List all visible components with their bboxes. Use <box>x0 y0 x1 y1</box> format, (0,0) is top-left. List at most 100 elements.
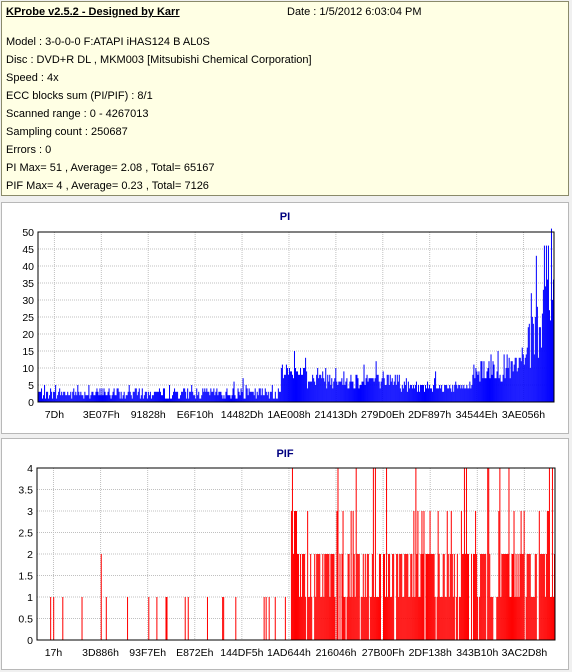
pi-bar <box>146 398 148 402</box>
pif-bar <box>318 554 320 640</box>
pi-bar <box>205 391 207 402</box>
pif-bar <box>369 597 371 640</box>
pi-bar <box>61 391 63 402</box>
pi-bar <box>218 391 220 402</box>
pi-bar <box>152 395 154 402</box>
pif-bar <box>316 554 318 640</box>
pif-bar <box>511 554 513 640</box>
pif-bar <box>363 597 365 640</box>
pif-bar <box>388 554 390 640</box>
pi-bar <box>477 374 479 402</box>
pi-bar <box>444 385 446 402</box>
pi-bar <box>193 395 195 402</box>
sampling-line: Sampling count : 250687 <box>6 126 128 138</box>
pi-bar <box>151 395 153 402</box>
pi-chart-panel: PI 0 5 10 15 20 25 30 35 40 45 50 7Dh 3E07Fh 91828h E6… <box>1 202 569 434</box>
pi-bar <box>250 391 252 402</box>
range-line: Scanned range : 0 - 4267013 <box>6 108 149 120</box>
pi-bar <box>163 388 165 402</box>
pi-bar <box>347 388 349 402</box>
pif-bar <box>540 554 542 640</box>
pi-bar <box>306 371 308 402</box>
pi-bar <box>74 395 76 402</box>
pif-bar <box>545 554 547 640</box>
pi-bar <box>379 388 381 402</box>
pif-bar <box>492 597 494 640</box>
pi-bar <box>80 391 82 402</box>
pi-bar <box>354 388 356 402</box>
pi-bar <box>547 245 549 402</box>
pi-ytick-label: 45 <box>22 244 34 256</box>
pif-bar <box>401 554 403 640</box>
pi-bar <box>311 381 313 402</box>
pi-bar <box>51 391 53 402</box>
pi-bar <box>539 327 541 402</box>
pi-bar <box>187 388 189 402</box>
pif-bar <box>523 511 525 640</box>
pi-bar <box>63 391 65 402</box>
pi-bar <box>350 374 352 402</box>
pi-bar <box>167 398 169 402</box>
pi-bar <box>451 391 453 402</box>
pif-bar <box>412 597 414 640</box>
pi-bar <box>402 388 404 402</box>
pif-bar <box>330 554 332 640</box>
pi-bar <box>327 374 329 402</box>
pi-bar <box>470 388 472 402</box>
pi-ytick-label: 30 <box>22 295 34 307</box>
pi-bar <box>215 391 217 402</box>
pi-bar <box>422 385 424 402</box>
pi-bar <box>458 385 460 402</box>
pi-bar <box>302 374 304 402</box>
pi-bar <box>124 398 126 402</box>
pif-bar <box>411 554 413 640</box>
pi-bar <box>131 398 133 402</box>
pi-bar <box>210 388 212 402</box>
pif-bar <box>417 511 419 640</box>
pi-bar <box>237 388 239 402</box>
pi-bar <box>235 398 237 402</box>
pi-bar <box>433 385 435 402</box>
pi-xtick-label: 3E07Fh <box>83 409 120 421</box>
pi-bar <box>474 378 476 402</box>
pi-bar <box>382 371 384 402</box>
pi-bar <box>541 313 543 402</box>
pif-bar <box>547 511 549 640</box>
pi-bar <box>282 378 284 402</box>
pif-bar <box>440 597 442 640</box>
pi-bar <box>172 395 174 402</box>
pi-bar <box>49 395 51 402</box>
pi-bar <box>280 368 282 402</box>
pif-bar <box>385 597 387 640</box>
pi-bar <box>506 354 508 402</box>
pi-bar <box>353 388 355 402</box>
pif-bar <box>263 597 265 640</box>
pif-bar <box>300 554 302 640</box>
pif-bar <box>351 597 353 640</box>
pi-bar <box>114 395 116 402</box>
pif-bar <box>422 554 424 640</box>
pif-bar <box>362 554 364 640</box>
pi-bar <box>90 395 92 402</box>
pif-bar <box>413 511 415 640</box>
pi-bar <box>185 391 187 402</box>
pi-bar <box>127 391 129 402</box>
pi-bar <box>105 395 107 402</box>
pi-bar <box>421 385 423 402</box>
pi-bar <box>254 388 256 402</box>
pi-bar <box>278 391 280 402</box>
pi-bar <box>44 385 46 402</box>
pi-bar <box>116 388 118 402</box>
pi-bar <box>88 385 90 402</box>
pi-bar <box>283 374 285 402</box>
pi-bar <box>391 378 393 402</box>
pif-bar <box>100 554 102 640</box>
pi-bar <box>125 395 127 402</box>
pi-bar <box>329 374 331 402</box>
pif-bar <box>390 597 392 640</box>
pif-bar <box>418 597 420 640</box>
pif-bar <box>315 597 317 640</box>
pif-bar <box>305 597 307 640</box>
pi-bar <box>517 368 519 402</box>
pi-bar <box>287 374 289 402</box>
